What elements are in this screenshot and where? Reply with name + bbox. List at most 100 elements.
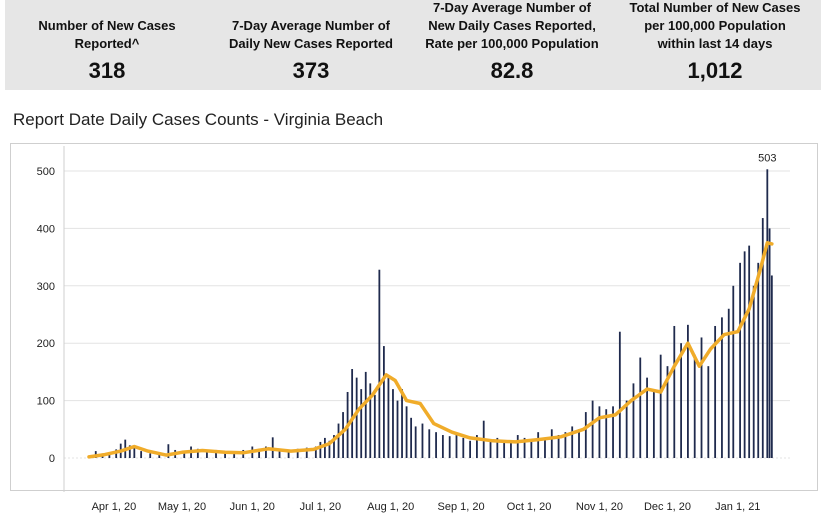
- bar: [496, 437, 499, 458]
- bar: [693, 354, 696, 458]
- bar: [428, 429, 431, 458]
- bar: [748, 245, 751, 458]
- y-tick-label: 500: [37, 166, 55, 178]
- bar: [206, 451, 208, 458]
- bar: [278, 449, 281, 458]
- bar: [516, 435, 519, 458]
- kpi-seven-day-rate: 7-Day Average Number of New Daily Cases …: [410, 0, 614, 90]
- y-tick-label: 300: [37, 281, 55, 293]
- bar: [392, 389, 394, 458]
- kpi-value: 1,012: [687, 58, 743, 83]
- bar: [196, 448, 199, 458]
- kpi-value: 373: [292, 58, 330, 83]
- bar: [258, 448, 261, 458]
- bar: [571, 426, 574, 458]
- average-line-series: [87, 241, 774, 459]
- bar: [523, 437, 526, 458]
- kpi-band: [5, 0, 821, 90]
- kpi-new-cases: Number of New Cases Reported^ 318: [5, 0, 209, 90]
- bar: [140, 451, 143, 458]
- bar: [666, 366, 669, 458]
- bar: [414, 426, 417, 458]
- bar: [743, 251, 746, 458]
- bar: [224, 452, 226, 458]
- bar: [455, 433, 458, 458]
- x-tick-label: Dec 1, 20: [644, 501, 691, 513]
- bar: [544, 437, 546, 458]
- x-tick-label: Oct 1, 20: [507, 501, 552, 513]
- bar: [557, 435, 560, 458]
- bar: [612, 406, 614, 458]
- x-tick-label: Jul 1, 20: [300, 501, 342, 513]
- bar: [387, 377, 390, 458]
- chart-frame: [10, 143, 818, 491]
- bar: [714, 325, 717, 458]
- bar: [469, 440, 472, 458]
- bar: [761, 218, 764, 458]
- kpi-value: 82.8: [490, 58, 534, 83]
- x-tick-label: Apr 1, 20: [92, 501, 137, 513]
- bar: [625, 400, 628, 458]
- x-tick-label: Sep 1, 20: [437, 501, 484, 513]
- bar: [158, 454, 161, 458]
- bar: [337, 423, 340, 458]
- bar: [183, 451, 186, 458]
- bar: [766, 169, 769, 458]
- bar: [333, 435, 335, 458]
- bar: [441, 435, 444, 458]
- bar: [305, 447, 308, 458]
- bar: [319, 441, 322, 458]
- bar: [659, 354, 662, 458]
- bar: [632, 383, 635, 458]
- bar: [700, 337, 703, 458]
- kpi-value: 318: [88, 58, 126, 83]
- bar: [435, 432, 437, 458]
- kpi-label-line: Total Number of New Cases: [629, 0, 801, 15]
- bar: [584, 412, 587, 458]
- x-tick-label: May 1, 20: [158, 501, 206, 513]
- bar: [149, 453, 152, 458]
- bar: [133, 447, 136, 458]
- kpi-label-line: Daily New Cases Reported: [228, 36, 393, 51]
- kpi-label-line: 7-Day Average Number of: [433, 0, 591, 15]
- x-tick-label: Nov 1, 20: [576, 501, 623, 513]
- bar: [578, 429, 580, 458]
- y-tick-label: 200: [37, 338, 55, 350]
- bar: [680, 343, 682, 458]
- bar: [489, 440, 492, 458]
- bar: [752, 285, 755, 458]
- bar: [639, 357, 642, 458]
- bar: [364, 371, 367, 458]
- bar: [324, 437, 326, 458]
- kpi-label-line: 7-Day Average Number of: [232, 18, 390, 33]
- bar: [503, 441, 506, 458]
- x-axis-ticks: Apr 1, 20 May 1, 20 Jun 1, 20 Jul 1, 20 Aug …: [92, 501, 761, 513]
- bar: [605, 409, 608, 458]
- bar: [646, 377, 648, 458]
- x-tick-label: Jun 1, 20: [230, 501, 275, 513]
- bar: [342, 412, 344, 458]
- bar: [591, 400, 594, 458]
- bar: [537, 432, 540, 458]
- y-tick-label: 400: [37, 223, 55, 235]
- y-tick-label: 100: [37, 396, 55, 408]
- bar: [652, 389, 655, 458]
- bar: [739, 262, 741, 458]
- bar: [727, 308, 730, 458]
- kpi-label-line: New Daily Cases Reported,: [428, 18, 596, 33]
- bar: [530, 440, 533, 458]
- peak-value-label: 503: [758, 152, 776, 164]
- bar: [265, 446, 267, 458]
- bar: [360, 389, 363, 458]
- bar: [421, 423, 424, 458]
- bar: [770, 275, 773, 458]
- kpi-label-line: Reported^: [74, 36, 140, 51]
- bar: [757, 262, 760, 458]
- bar: [462, 437, 465, 458]
- seven-day-average-line: [87, 241, 774, 459]
- kpi-label-line: within last 14 days: [657, 36, 773, 51]
- bar: [373, 394, 376, 458]
- y-axis-ticks: 0 100 200 300 400 500: [37, 166, 55, 465]
- bar: [369, 383, 372, 458]
